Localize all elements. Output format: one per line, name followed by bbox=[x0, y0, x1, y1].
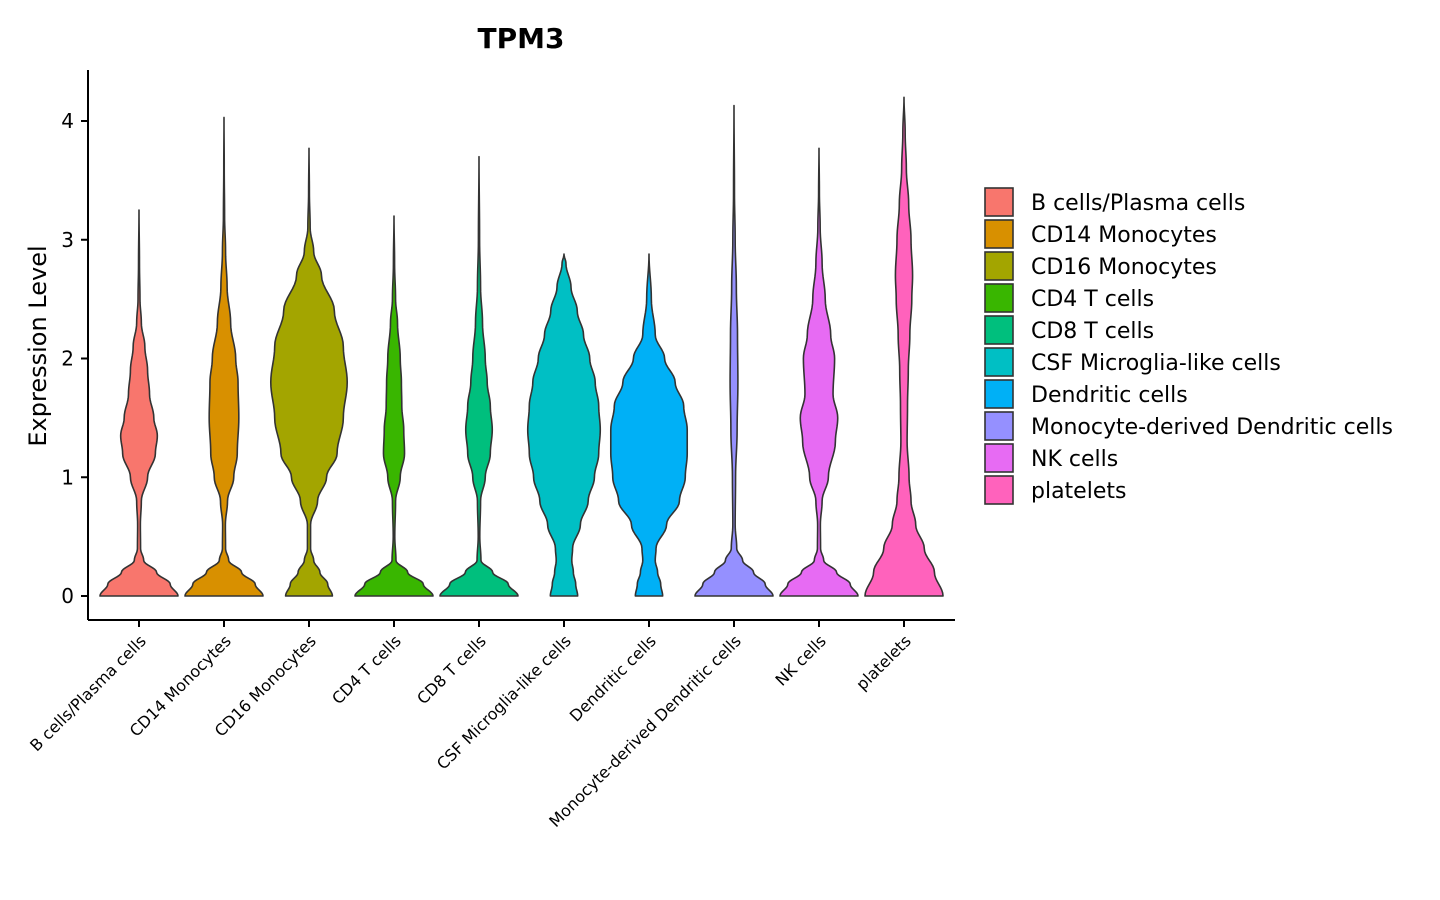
legend-label: NK cells bbox=[1031, 447, 1118, 472]
legend-label: platelets bbox=[1031, 479, 1126, 504]
legend-label: Dendritic cells bbox=[1031, 383, 1188, 408]
violin-2 bbox=[184, 116, 264, 597]
legend-label: Monocyte-derived Dendritic cells bbox=[1031, 415, 1393, 440]
x-tick-label: CD4 T cells bbox=[328, 631, 405, 708]
violin-group bbox=[99, 96, 944, 597]
legend-label: CD16 Monocytes bbox=[1031, 255, 1217, 280]
legend-label: B cells/Plasma cells bbox=[1031, 191, 1245, 216]
legend-key bbox=[984, 379, 1014, 409]
y-axis-title: Expression Level bbox=[24, 245, 52, 446]
chart-title: TPM3 bbox=[478, 22, 565, 55]
violin-4 bbox=[354, 215, 434, 597]
y-axis-ticks: 0 1 2 3 4 bbox=[61, 109, 88, 608]
x-tick-label: platelets bbox=[852, 631, 915, 694]
legend-key bbox=[984, 443, 1014, 473]
violin-6 bbox=[526, 253, 602, 597]
legend-label: CD8 T cells bbox=[1031, 319, 1154, 344]
legend-label: CD4 T cells bbox=[1031, 287, 1154, 312]
legend-key bbox=[984, 251, 1014, 281]
y-tick-label: 3 bbox=[61, 228, 74, 252]
x-tick-label: Monocyte-derived Dendritic cells bbox=[545, 631, 745, 831]
legend-label: CD14 Monocytes bbox=[1031, 223, 1217, 248]
legend-label: CSF Microglia-like cells bbox=[1031, 351, 1281, 376]
y-tick-label: 2 bbox=[61, 347, 74, 371]
legend-key bbox=[984, 347, 1014, 377]
violin-8 bbox=[694, 104, 774, 597]
x-tick-label: NK cells bbox=[772, 631, 830, 689]
violin-7 bbox=[609, 253, 689, 597]
violin-3 bbox=[269, 147, 349, 597]
legend-key bbox=[984, 219, 1014, 249]
violin-9 bbox=[779, 147, 859, 597]
x-tick-label: B cells/Plasma cells bbox=[26, 631, 150, 755]
y-tick-label: 1 bbox=[61, 465, 74, 489]
legend-key bbox=[984, 475, 1014, 505]
violin-1 bbox=[99, 209, 179, 597]
x-tick-label: Dendritic cells bbox=[566, 631, 660, 725]
legend: B cells/Plasma cells CD14 Monocytes CD16 M… bbox=[984, 187, 1393, 505]
violin-10 bbox=[864, 96, 944, 597]
legend-key bbox=[984, 283, 1014, 313]
violin-5 bbox=[439, 155, 519, 597]
y-tick-label: 4 bbox=[61, 109, 74, 133]
y-tick-label: 0 bbox=[61, 584, 74, 608]
legend-key bbox=[984, 315, 1014, 345]
legend-key bbox=[984, 187, 1014, 217]
legend-key bbox=[984, 411, 1014, 441]
x-tick-label: CD8 T cells bbox=[413, 631, 490, 708]
